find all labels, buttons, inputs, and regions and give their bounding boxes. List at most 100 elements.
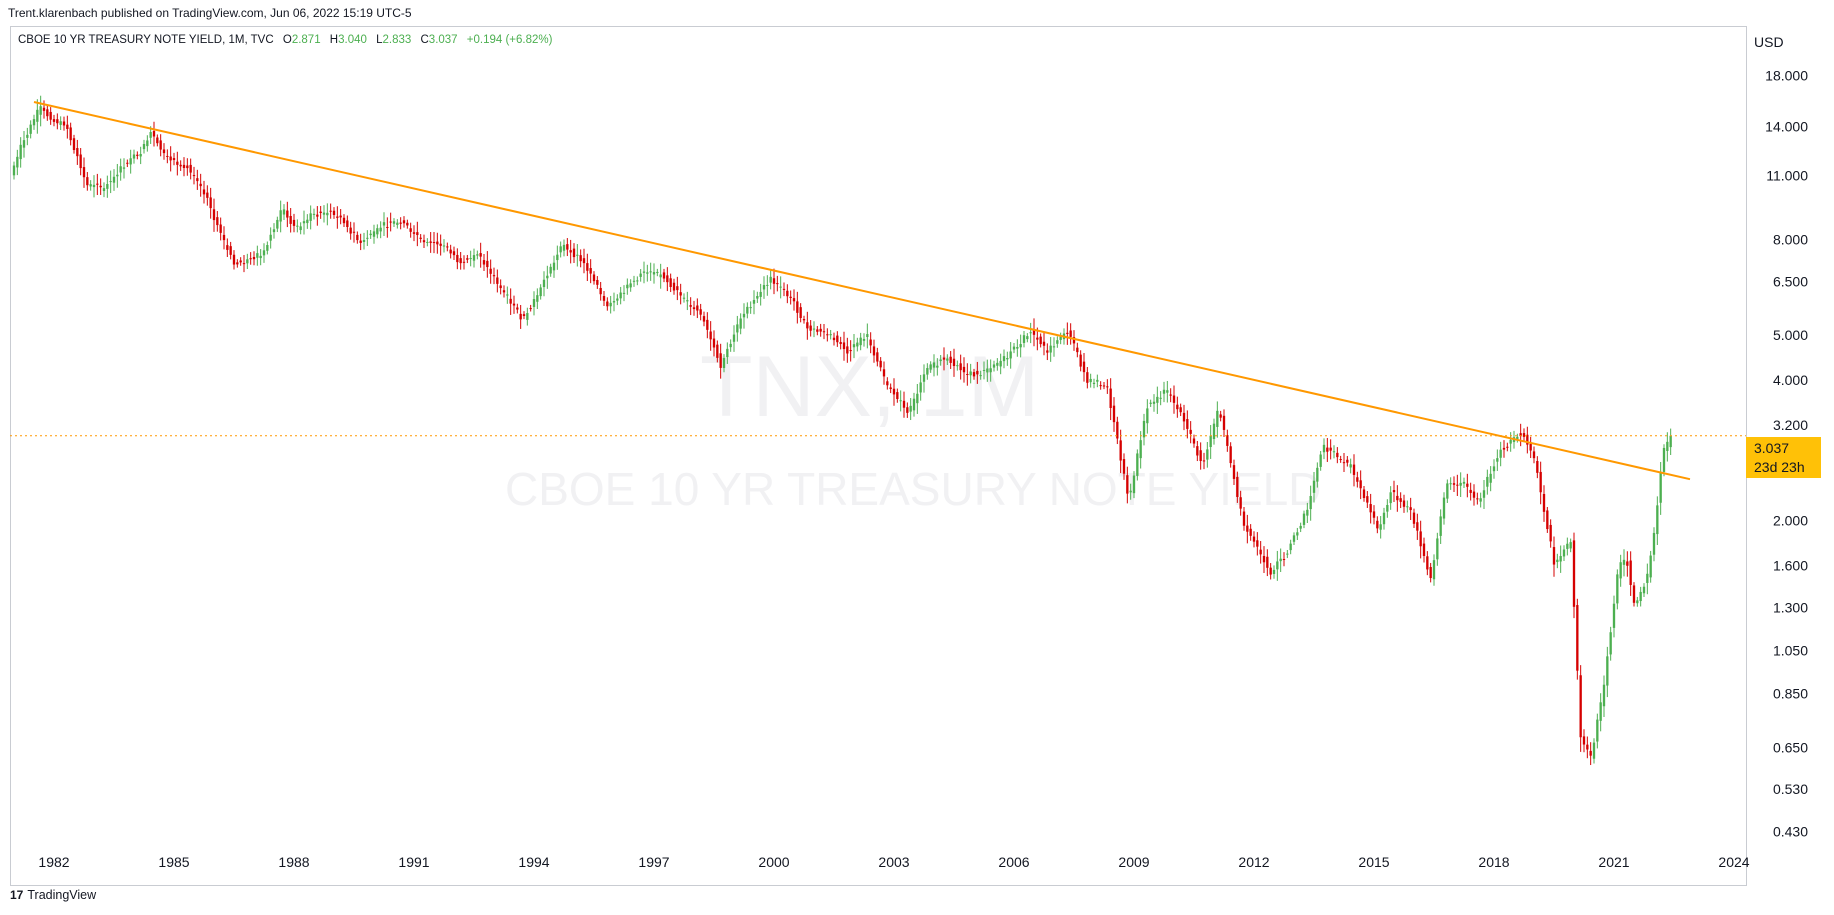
candle [839, 342, 842, 345]
candle [486, 260, 489, 268]
candle [1522, 433, 1526, 437]
candle [69, 127, 72, 141]
candle [899, 400, 902, 402]
candle [516, 307, 519, 310]
candle [1666, 441, 1669, 451]
candle [1622, 559, 1626, 565]
candle [1662, 447, 1666, 472]
candle [72, 138, 76, 150]
candle [1246, 525, 1249, 532]
candle [769, 276, 772, 283]
candle [1482, 490, 1486, 498]
candle [1479, 498, 1482, 502]
candle [1269, 567, 1272, 575]
candle [1116, 421, 1119, 439]
candle [762, 285, 766, 290]
candle [1259, 549, 1262, 555]
candle [1189, 429, 1192, 434]
candle [986, 368, 989, 373]
candle [49, 111, 52, 120]
candle [956, 365, 959, 367]
candle [462, 261, 466, 263]
legend-close-label: C [420, 34, 429, 46]
candle [106, 184, 109, 189]
candle [1399, 498, 1402, 502]
candle [1056, 340, 1059, 344]
candle [1502, 447, 1506, 450]
candle [1042, 341, 1046, 346]
candle [62, 121, 66, 126]
symbol-legend[interactable]: CBOE 10 YR TREASURY NOTE YIELD, 1M, TVC … [18, 34, 552, 46]
candle [476, 254, 479, 256]
candle [929, 364, 932, 370]
candle [942, 357, 946, 360]
candle [1576, 605, 1579, 671]
candle [392, 221, 396, 224]
candle [796, 301, 799, 313]
candle [479, 253, 482, 257]
candle [42, 107, 46, 111]
currency-label[interactable]: USD [1754, 34, 1784, 50]
candle [1616, 574, 1619, 604]
candle [129, 158, 132, 165]
candle [236, 262, 239, 265]
candle [52, 119, 56, 122]
candle [1659, 471, 1662, 503]
candle [1099, 385, 1102, 387]
candle [1366, 496, 1369, 503]
candle [169, 156, 172, 161]
candle [1106, 386, 1109, 388]
candle [962, 366, 966, 373]
candle [736, 324, 739, 333]
candle [459, 258, 462, 264]
candle [1412, 512, 1416, 524]
candle [522, 314, 526, 317]
candle [422, 240, 426, 243]
candle [1266, 556, 1269, 568]
candle [402, 220, 406, 224]
candle [1446, 483, 1449, 499]
candle [1302, 513, 1306, 525]
x-tick-label: 2021 [1598, 854, 1629, 870]
candle [359, 240, 362, 243]
candle [189, 164, 192, 173]
candle [1036, 337, 1039, 340]
candle [1549, 524, 1552, 542]
candle [1086, 372, 1089, 383]
candle [1092, 382, 1096, 384]
candle [22, 140, 26, 148]
candle [1176, 404, 1179, 410]
candle [1352, 464, 1356, 475]
candle [332, 210, 336, 215]
candle [786, 290, 789, 297]
candle [1472, 491, 1476, 498]
footer-brand[interactable]: 17 TradingView [10, 888, 96, 902]
candle [646, 272, 649, 274]
candle [246, 259, 249, 264]
candle [1462, 481, 1466, 484]
candle [766, 284, 769, 286]
candle [586, 263, 589, 271]
candle [542, 279, 546, 288]
candle [1072, 337, 1076, 344]
candle [1346, 459, 1349, 463]
candle [1572, 540, 1576, 607]
candle [1669, 435, 1672, 448]
candle [226, 245, 229, 250]
candle [1332, 451, 1336, 453]
candle [659, 274, 662, 278]
candle [1469, 489, 1472, 493]
candle [1286, 553, 1289, 555]
candle [582, 258, 586, 264]
candle [276, 219, 279, 229]
candle [1236, 476, 1239, 497]
candle [1566, 543, 1569, 549]
candle [909, 405, 912, 412]
candle [112, 176, 116, 183]
candle [1009, 351, 1012, 359]
candle [1556, 559, 1559, 563]
candle [409, 228, 412, 232]
x-tick-label: 2015 [1358, 854, 1389, 870]
candle [132, 154, 136, 159]
